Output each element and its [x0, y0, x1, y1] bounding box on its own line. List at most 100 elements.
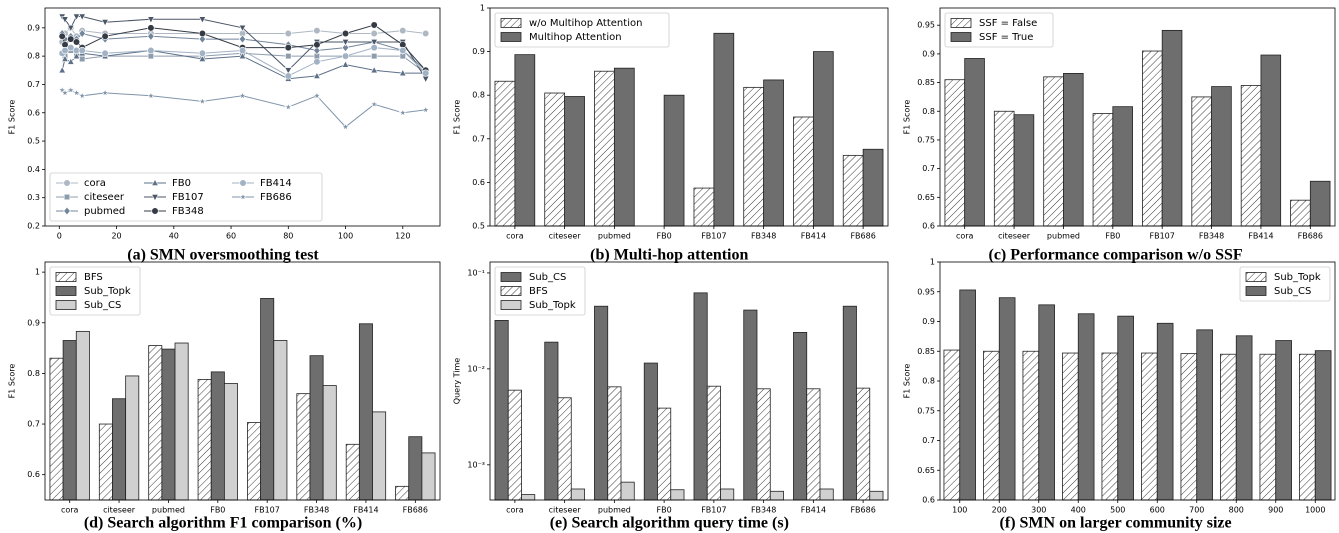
x-tick-label: FB0: [1105, 232, 1120, 241]
y-tick-label: 0.75: [917, 406, 935, 415]
legend-label: cora: [84, 178, 106, 189]
x-tick-label: 600: [1150, 506, 1165, 515]
bar: [993, 110, 1015, 227]
y-tick-label: 0.2: [27, 222, 40, 231]
marker: [284, 67, 293, 75]
marker: [198, 49, 207, 57]
x-tick-label: cora: [61, 506, 79, 515]
marker: [72, 38, 81, 46]
marker: [100, 88, 110, 97]
y-tick-label: 0.6: [922, 222, 935, 231]
y-axis-label: F1 Score: [903, 364, 912, 399]
bar: [372, 411, 387, 501]
y-tick-label: 0.9: [922, 317, 935, 326]
y-tick-label: 0.85: [917, 347, 935, 356]
bar: [564, 96, 585, 227]
marker: [198, 34, 207, 44]
x-tick-label: 0: [57, 232, 62, 241]
y-tick-label: 0.8: [922, 377, 935, 386]
marker: [78, 13, 86, 21]
marker: [238, 51, 247, 60]
bar: [174, 342, 189, 501]
y-tick-label: 1: [480, 4, 485, 13]
legend-label: FB686: [260, 192, 292, 203]
marker: [61, 46, 69, 55]
bar: [743, 86, 765, 227]
bar: [842, 154, 864, 227]
bar: [964, 58, 985, 227]
x-tick-label: FB414: [801, 232, 826, 241]
marker: [313, 41, 321, 49]
bar: [521, 494, 536, 501]
bar: [49, 357, 64, 501]
marker: [422, 69, 430, 77]
marker: [284, 29, 292, 38]
x-tick-label: 40: [169, 232, 179, 241]
bar: [112, 398, 127, 501]
marker: [398, 108, 408, 117]
bar: [1101, 352, 1119, 501]
marker: [101, 19, 109, 27]
x-tick-label: FB348: [304, 506, 329, 515]
marker: [66, 85, 76, 94]
marker: [63, 206, 71, 216]
y-tick-label: 10⁻¹: [467, 268, 485, 277]
marker: [151, 194, 159, 202]
marker: [58, 32, 66, 40]
y-tick-label: 0.7: [472, 134, 485, 143]
bar: [125, 375, 140, 501]
legend-box: [944, 12, 1054, 48]
bar: [514, 54, 536, 227]
y-tick-label: 0.9: [472, 47, 485, 56]
legend-swatch: [500, 286, 522, 296]
bar: [1161, 29, 1183, 227]
x-tick-label: FB686: [403, 506, 428, 515]
legend-swatch: [500, 32, 522, 42]
legend-label: SSF = True: [979, 32, 1033, 43]
y-tick-label: 0.95: [917, 21, 935, 30]
legend-label: Sub_Topk: [529, 300, 576, 311]
x-tick-label: 60: [226, 232, 236, 241]
marker: [421, 75, 430, 84]
marker: [370, 66, 378, 74]
bar: [395, 485, 410, 501]
bar: [1290, 199, 1311, 227]
bar: [663, 94, 685, 227]
legend-label: Multihop Attention: [529, 32, 622, 43]
marker: [370, 29, 378, 38]
marker: [371, 52, 378, 60]
marker: [421, 105, 430, 114]
bar: [1196, 329, 1213, 501]
bar: [1043, 76, 1064, 227]
caption: (a) SMN oversmoothing test: [127, 247, 319, 264]
y-tick-label: 10⁻³: [467, 460, 485, 469]
legend-label: SSF = False: [979, 18, 1037, 29]
bar: [75, 330, 90, 501]
bar: [1092, 113, 1114, 227]
legend-swatch: [950, 32, 972, 42]
bar: [706, 385, 721, 501]
bar: [161, 348, 176, 501]
caption: (b) Multi-hop attention: [590, 247, 748, 264]
x-tick-label: citeseer: [103, 506, 136, 515]
y-tick-label: 0.9: [922, 49, 935, 58]
y-axis-label: F1 Score: [903, 100, 912, 135]
legend-swatch: [55, 300, 77, 310]
bar: [1117, 315, 1134, 501]
legend-box: [49, 172, 323, 222]
legend-label: w/o Multihop Attention: [529, 18, 642, 29]
y-tick-label: 0.5: [27, 137, 40, 146]
bar: [763, 79, 784, 227]
y-tick-label: 0.65: [917, 193, 935, 202]
bar: [345, 443, 360, 501]
marker: [147, 16, 155, 24]
bar: [421, 452, 436, 501]
legend-label: FB107: [172, 192, 204, 203]
x-tick-label: pubmed: [152, 506, 185, 515]
marker: [284, 44, 292, 52]
caption: (e) Search algorithm query time (s): [550, 515, 789, 532]
x-tick-label: 200: [992, 506, 1007, 515]
y-tick-label: 0.65: [917, 466, 935, 475]
bar: [983, 350, 1000, 501]
